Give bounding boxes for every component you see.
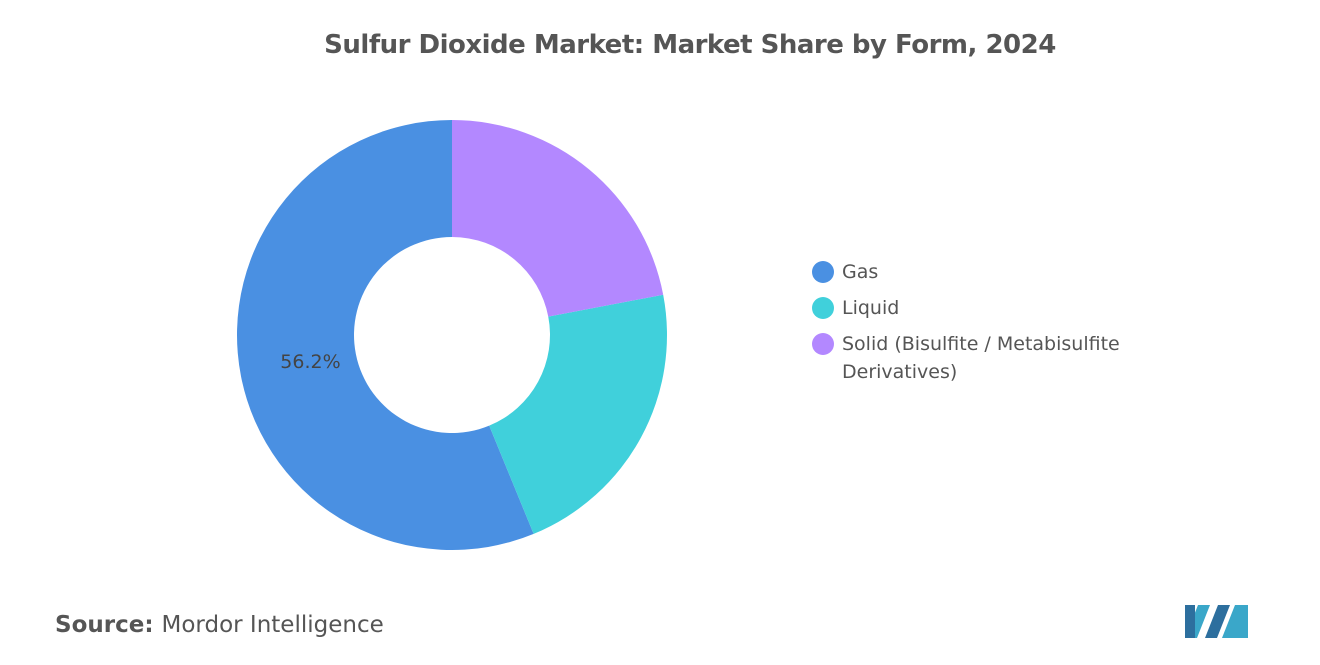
logo [1185,605,1248,638]
legend-item: Solid (Bisulfite / Metabisulfite Derivat… [812,330,1152,386]
legend-label: Gas [842,261,879,283]
source: Source: Mordor Intelligence [55,612,384,638]
source-label: Source: [55,612,154,638]
legend-label: Solid (Bisulfite / Metabisulfite Derivat… [842,333,1120,383]
legend-label: Liquid [842,297,900,319]
donut-slice [489,294,668,534]
chart-title: Sulfur Dioxide Market: Market Share by F… [324,30,1056,60]
legend-item: Liquid [812,294,1152,322]
source-text: Mordor Intelligence [161,612,384,638]
legend: Gas Liquid Solid (Bisulfite / Metabisulfit… [812,258,1152,394]
legend-item: Gas [812,258,1152,286]
legend-swatch [812,261,834,283]
donut-slice [237,120,534,550]
legend-swatch [812,333,834,355]
legend-swatch [812,297,834,319]
value-label: 56.2% [280,351,340,373]
donut-slice [452,120,664,317]
